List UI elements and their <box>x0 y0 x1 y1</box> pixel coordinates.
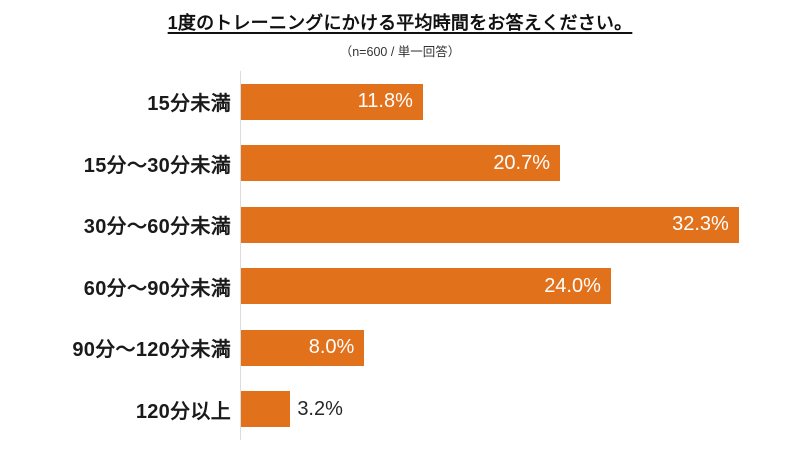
plot-area: 3.2% <box>240 378 800 440</box>
value-label: 3.2% <box>297 397 343 420</box>
category-label: 90分～120分未満 <box>72 339 231 362</box>
value-label: 11.8% <box>357 90 413 113</box>
bar-row: 60分～90分未満 24.0% <box>0 255 800 317</box>
value-label: 24.0% <box>544 274 601 297</box>
plot-area: 20.7% <box>240 132 800 194</box>
value-label: 8.0% <box>308 336 355 359</box>
bar-row: 90分～120分未満 8.0% <box>0 317 800 379</box>
category-label: 120分以上 <box>135 400 231 423</box>
plot-area: 11.8% <box>240 71 800 133</box>
bar: 11.8% <box>241 83 423 120</box>
plot-area: 32.3% <box>240 194 800 256</box>
chart-title: 1度のトレーニングにかける平均時間をお答えください。 <box>167 13 633 33</box>
value-label: 20.7% <box>493 151 551 174</box>
bar-row: 15分未満 11.8% <box>0 71 800 133</box>
category-label: 15分未満 <box>147 93 231 116</box>
bar-row: 120分以上 3.2% <box>0 378 800 440</box>
value-label: 32.3% <box>672 213 729 236</box>
category-label: 30分～60分未満 <box>83 216 231 239</box>
bar: 8.0% <box>241 329 365 366</box>
bar-chart: 15分未満 11.8% 15分～30分未満 20.7% 30分～60分未満 32… <box>0 71 800 440</box>
bar-row: 15分～30分未満 20.7% <box>0 132 800 194</box>
plot-area: 24.0% <box>240 255 800 317</box>
category-label: 60分～90分未満 <box>83 277 231 300</box>
bar <box>241 391 291 428</box>
bar-row: 30分～60分未満 32.3% <box>0 194 800 256</box>
plot-area: 8.0% <box>240 317 800 379</box>
chart-header: 1度のトレーニングにかける平均時間をお答えください。 （n=600 / 単一回答… <box>0 0 800 60</box>
bar: 32.3% <box>241 206 739 243</box>
bar: 20.7% <box>241 145 561 182</box>
chart-subtitle: （n=600 / 単一回答） <box>339 45 461 59</box>
category-label: 15分～30分未満 <box>83 154 231 177</box>
bar: 24.0% <box>241 268 611 305</box>
